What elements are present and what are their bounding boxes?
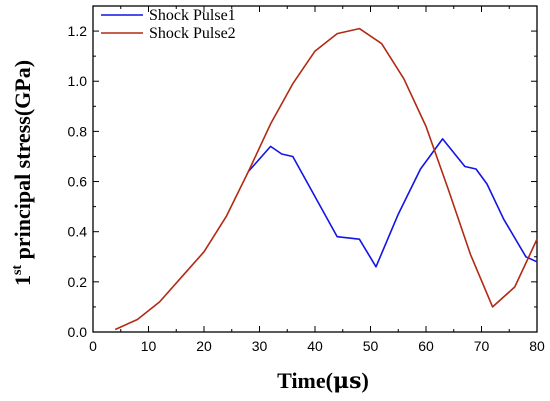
x-tick-label: 70 [474, 338, 490, 354]
x-tick-label: 50 [363, 338, 379, 354]
x-tick-label: 20 [196, 338, 212, 354]
x-tick-label: 30 [252, 338, 268, 354]
y-tick-label: 0.2 [68, 274, 88, 290]
y-tick-label: 0.4 [68, 224, 88, 240]
x-tick-label: 10 [141, 338, 157, 354]
y-axis-ticks: 0.0 0.2 0.4 0.6 0.8 1.0 1.2 [68, 23, 537, 340]
x-axis-ticks: 0 10 20 30 40 50 60 70 80 [89, 6, 545, 354]
legend-label-shock-pulse2: Shock Pulse2 [149, 25, 236, 42]
series-line-shock-pulse1 [247, 138, 538, 268]
y-tick-label: 0.0 [68, 324, 88, 340]
x-tick-label: 0 [89, 338, 97, 354]
y-tick-label: 0.6 [68, 174, 88, 190]
y-tick-label: 1.2 [68, 23, 88, 39]
x-tick-label: 40 [307, 338, 323, 354]
y-axis-title: 1st principal stress(GPa) [10, 60, 35, 286]
y-tick-label: 1.0 [68, 73, 88, 89]
plot-border [92, 5, 538, 333]
legend-label-shock-pulse1: Shock Pulse1 [149, 7, 236, 24]
x-axis-title: Time(μs) [277, 368, 369, 394]
x-tick-label: 80 [529, 338, 545, 354]
x-tick-label: 60 [418, 338, 434, 354]
plot-frame [92, 5, 538, 333]
legend: Shock Pulse1 Shock Pulse2 [101, 7, 236, 42]
y-tick-label: 0.8 [68, 123, 88, 139]
data-series [114, 27, 538, 331]
series-line-shock-pulse2 [114, 27, 538, 331]
